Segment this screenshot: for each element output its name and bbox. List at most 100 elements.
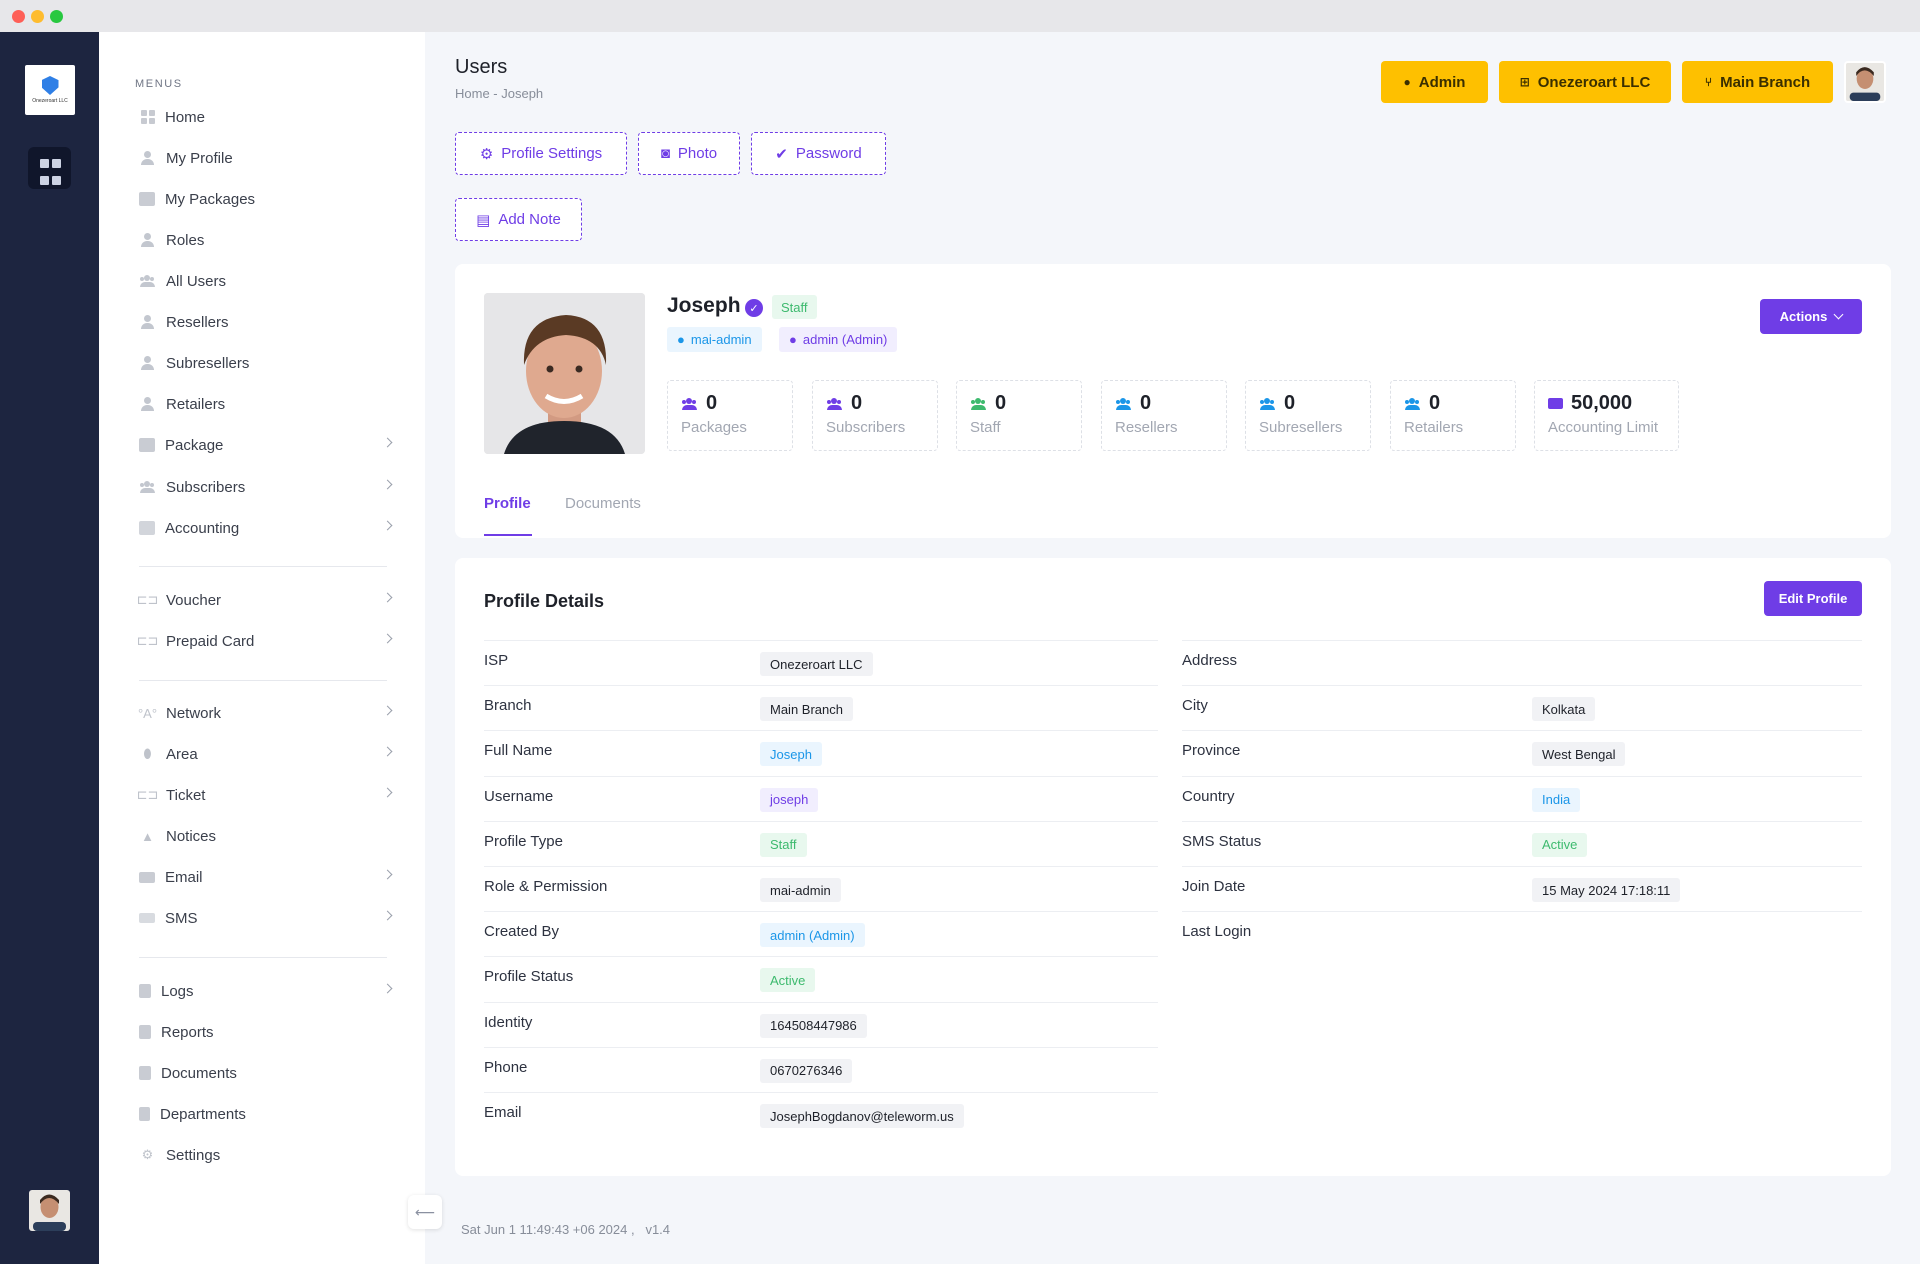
sidebar-item-network[interactable]: °A° Network: [138, 698, 393, 728]
detail-value: 164508447986: [760, 1013, 867, 1038]
company-button[interactable]: ⊞ Onezeroart LLC: [1499, 61, 1671, 103]
company-logo[interactable]: Onezeroart LLC: [25, 65, 75, 115]
users-icon: [681, 397, 698, 410]
main-content: Users Home - Joseph ● Admin ⊞ Onezeroart L…: [425, 32, 1920, 1264]
credit-card-icon: [1548, 398, 1563, 409]
sidebar-item-voucher[interactable]: ⊏⊐ Voucher: [136, 585, 393, 615]
user-icon: [139, 151, 156, 165]
sidebar-item-settings[interactable]: ⚙ Settings: [139, 1140, 393, 1170]
detail-row: Created By admin (Admin): [484, 911, 1158, 956]
package-icon: [139, 192, 155, 206]
sidebar-item-package[interactable]: Package: [139, 430, 393, 460]
detail-value: 0670276346: [760, 1058, 853, 1083]
sidebar-item-all-users[interactable]: All Users: [139, 266, 393, 296]
password-button[interactable]: ✔ Password: [751, 132, 886, 175]
sidebar-item-roles[interactable]: Roles: [139, 225, 393, 255]
sidebar-item-subresellers[interactable]: Subresellers: [139, 348, 393, 378]
users-icon: [970, 397, 987, 410]
stat-subresellers: 0 Subresellers: [1245, 380, 1371, 451]
header-user-avatar[interactable]: [1844, 61, 1886, 103]
envelope-icon: [139, 871, 155, 883]
ticket-icon: ⊏⊐: [136, 592, 159, 607]
sidebar-item-notices[interactable]: ▲ Notices: [139, 821, 393, 851]
app-root: Onezeroart LLC MENUS Home My Profile My …: [0, 32, 1920, 1264]
user-icon: ●: [1403, 75, 1411, 89]
detail-label: Identity: [484, 1013, 533, 1031]
sidebar-item-departments[interactable]: Departments: [139, 1099, 393, 1129]
detail-label: ISP: [484, 652, 509, 669]
sidebar-item-accounting[interactable]: Accounting: [139, 513, 393, 543]
chevron-right-icon: [382, 437, 393, 448]
sidebar-item-reports[interactable]: Reports: [139, 1017, 393, 1047]
footer-timestamp: Sat Jun 1 11:49:43 +06 2024 ,: [461, 1222, 635, 1237]
profile-settings-button[interactable]: ⚙ Profile Settings: [455, 132, 627, 175]
rail-user-avatar[interactable]: [29, 1190, 70, 1231]
user-icon: ●: [789, 332, 797, 347]
collapse-sidebar-button[interactable]: ⟵: [408, 1195, 442, 1229]
shield-logo-icon: [41, 76, 59, 95]
sidebar-item-ticket[interactable]: ⊏⊐ Ticket: [136, 780, 393, 810]
sidebar-item-home[interactable]: Home: [139, 102, 393, 132]
sidebar-item-my-profile[interactable]: My Profile: [139, 143, 393, 173]
detail-value: 15 May 2024 17:18:11: [1532, 878, 1681, 902]
profile-type-badge: Staff: [772, 295, 817, 319]
profile-details-title: Profile Details: [484, 591, 605, 611]
role-chip[interactable]: ● mai-admin: [667, 327, 762, 352]
detail-value: Joseph: [760, 742, 822, 767]
building-icon: [139, 1107, 150, 1121]
gears-icon: ⚙: [479, 145, 494, 163]
users-icon: [139, 480, 156, 494]
sidebar-item-email[interactable]: Email: [139, 862, 393, 892]
detail-label: Last Login: [1182, 923, 1252, 941]
gears-icon: ⚙: [141, 1147, 154, 1162]
detail-row: Address: [1182, 640, 1862, 685]
detail-label: Province: [1182, 742, 1241, 760]
chevron-right-icon: [382, 520, 393, 531]
detail-value: joseph: [760, 787, 819, 812]
edit-profile-button[interactable]: Edit Profile: [1764, 581, 1862, 616]
chevron-right-icon: [382, 633, 393, 644]
stat-resellers: 0 Resellers: [1101, 380, 1227, 451]
minimize-window-button[interactable]: [31, 10, 44, 23]
photo-button[interactable]: ◙ Photo: [638, 132, 740, 175]
sidebar-item-my-packages[interactable]: My Packages: [139, 184, 393, 214]
add-note-button[interactable]: ▤ Add Note: [455, 198, 582, 241]
book-icon: [139, 1025, 151, 1039]
detail-value: Active: [1532, 832, 1588, 857]
chevron-right-icon: [382, 746, 393, 757]
sidebar-item-area[interactable]: ⬮ Area: [139, 739, 393, 769]
detail-row: Full Name Joseph: [484, 730, 1158, 775]
sidebar-item-sms[interactable]: SMS: [139, 903, 393, 933]
detail-label: Country: [1182, 787, 1235, 805]
detail-value: Onezeroart LLC: [760, 652, 873, 676]
detail-label: Username: [484, 787, 554, 805]
detail-row: Province West Bengal: [1182, 730, 1862, 775]
detail-label: City: [1182, 697, 1208, 715]
verified-badge-icon: ✓: [745, 299, 763, 317]
tab-documents[interactable]: Documents: [565, 495, 641, 512]
sidebar-item-prepaid-card[interactable]: ⊏⊐ Prepaid Card: [136, 626, 393, 656]
sidebar-item-logs[interactable]: Logs: [139, 976, 393, 1006]
profile-details-card: Profile Details Edit Profile ISP Onezeroa…: [455, 558, 1891, 1176]
maximize-window-button[interactable]: [50, 10, 63, 23]
ticket-icon: ⊏⊐: [136, 633, 159, 648]
chevron-right-icon: [382, 479, 393, 490]
profile-name: Joseph: [667, 294, 741, 317]
grid-icon: [139, 110, 155, 124]
book-icon: [139, 1066, 151, 1080]
actions-dropdown-button[interactable]: Actions: [1760, 299, 1862, 334]
icon-rail: Onezeroart LLC: [0, 32, 99, 1264]
branch-button[interactable]: ⑂ Main Branch: [1682, 61, 1833, 103]
admin-button[interactable]: ● Admin: [1381, 61, 1488, 103]
sidebar-item-subscribers[interactable]: Subscribers: [139, 472, 393, 502]
creator-chip[interactable]: ● admin (Admin): [779, 327, 898, 352]
dashboard-grid-button[interactable]: [28, 147, 71, 189]
close-window-button[interactable]: [12, 10, 25, 23]
tab-profile[interactable]: Profile: [484, 495, 531, 512]
sidebar-item-documents[interactable]: Documents: [139, 1058, 393, 1088]
sidebar-item-resellers[interactable]: Resellers: [139, 307, 393, 337]
sidebar-item-retailers[interactable]: Retailers: [139, 389, 393, 419]
user-icon: [139, 233, 156, 247]
detail-row: Phone 0670276346: [484, 1046, 1158, 1092]
ticket-icon: ⊏⊐: [136, 787, 159, 802]
